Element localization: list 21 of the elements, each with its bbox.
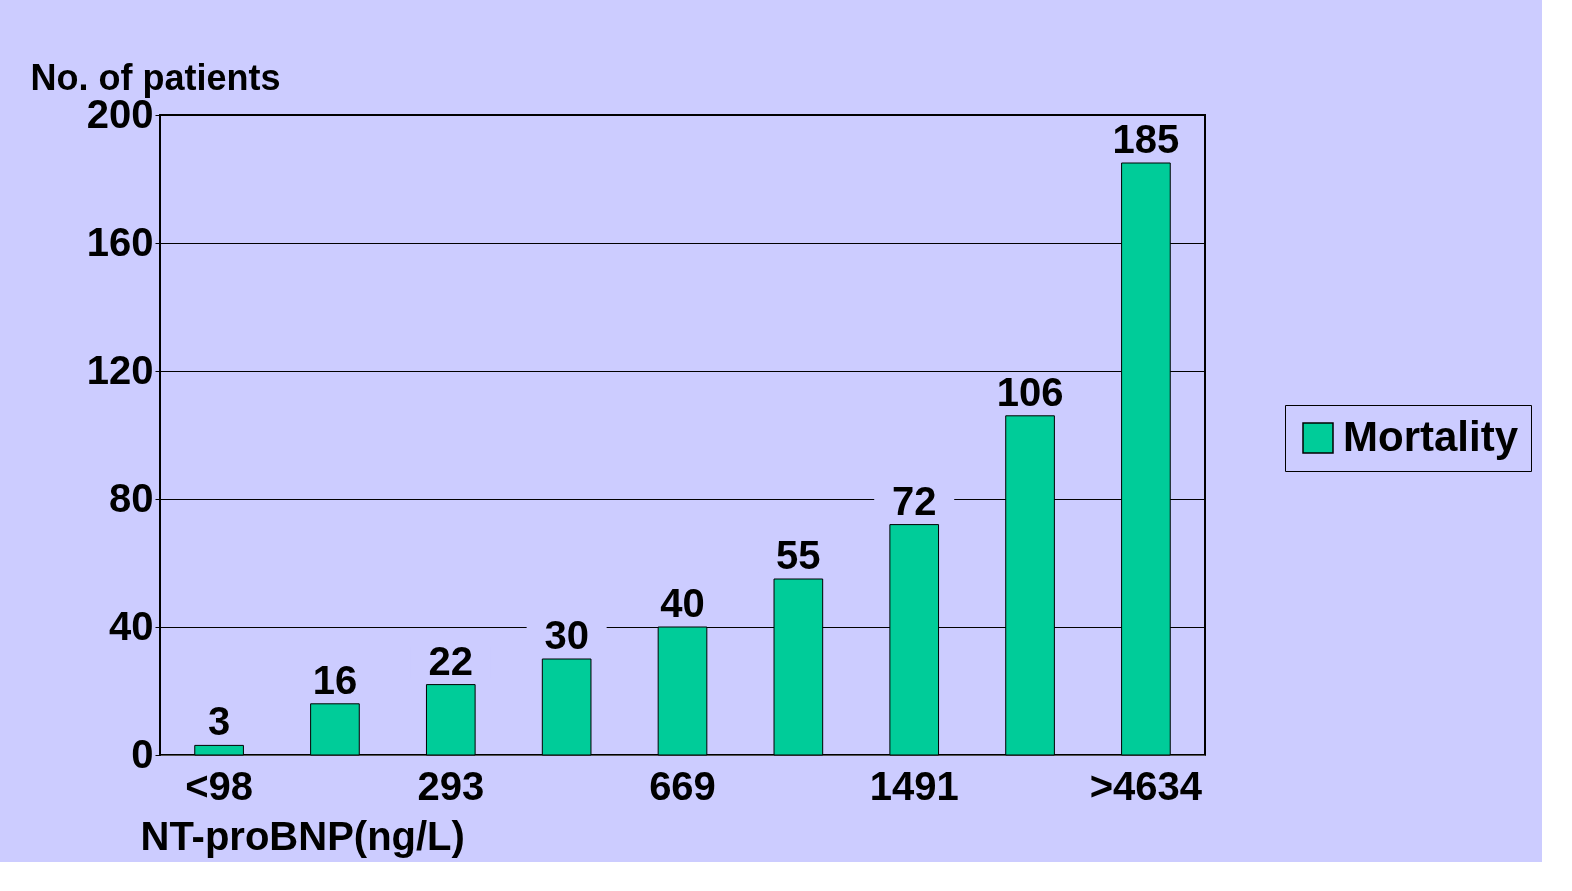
data-label: 16 xyxy=(312,657,358,702)
y-tick-label: 120 xyxy=(86,347,154,392)
y-tick-label: 80 xyxy=(109,475,154,520)
data-label: 106 xyxy=(996,369,1064,414)
data-label: 40 xyxy=(660,581,705,625)
data-label: 30 xyxy=(544,613,589,657)
y-tick-label: 40 xyxy=(109,603,154,648)
legend-label: Mortality xyxy=(1343,413,1519,460)
data-label: 22 xyxy=(428,638,474,683)
x-tick-label: 1491 xyxy=(869,763,959,808)
data-label: 185 xyxy=(1112,117,1180,161)
x-tick-label: 669 xyxy=(649,763,716,808)
x-tick-label: >4634 xyxy=(1089,763,1203,808)
y-tick-label: 160 xyxy=(86,219,154,264)
x-tick-label: <98 xyxy=(185,763,254,808)
data-label: 72 xyxy=(891,478,937,523)
y-tick-label: 0 xyxy=(131,731,154,776)
x-tick-label: 293 xyxy=(417,763,485,808)
x-axis-title: NT-proBNP(ng/L) xyxy=(140,813,465,858)
data-label: 55 xyxy=(776,533,821,577)
data-label: 3 xyxy=(207,699,231,744)
